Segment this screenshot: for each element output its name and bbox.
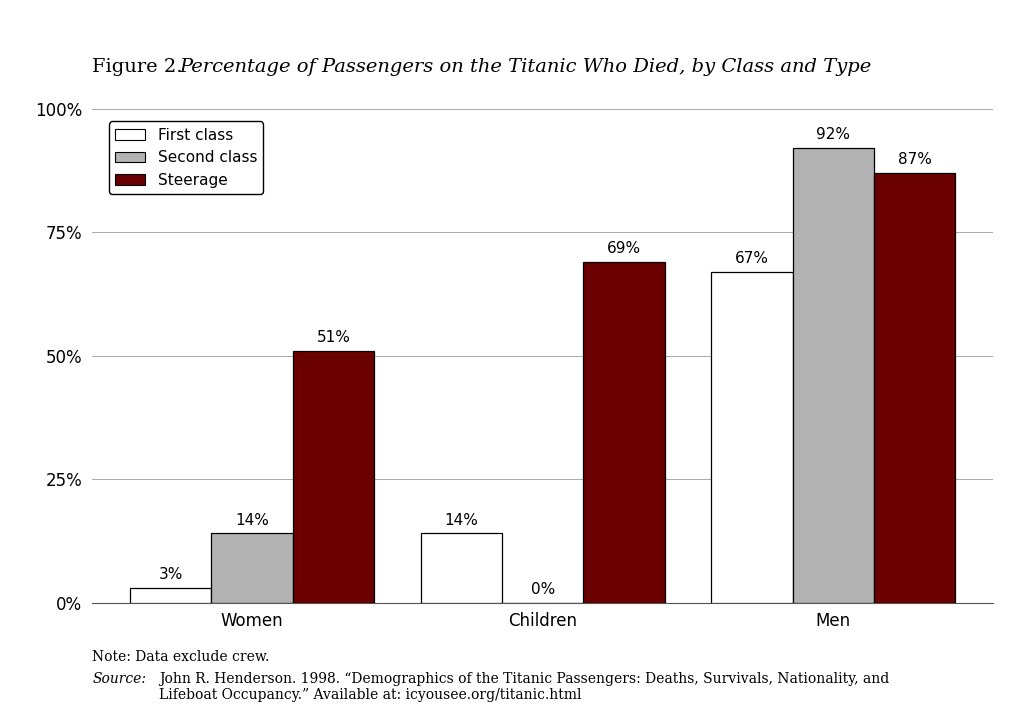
Text: 69%: 69%: [607, 241, 641, 256]
Text: 14%: 14%: [236, 513, 269, 528]
Text: 14%: 14%: [444, 513, 478, 528]
Bar: [584, 262, 665, 603]
Text: 3%: 3%: [159, 567, 183, 582]
Bar: [874, 173, 955, 603]
Text: Percentage of Passengers on the Titanic Who Died, by Class and Type: Percentage of Passengers on the Titanic …: [179, 58, 871, 76]
Bar: [793, 148, 874, 603]
Text: John R. Henderson. 1998. “Demographics of the Titanic Passengers: Deaths, Surviv: John R. Henderson. 1998. “Demographics o…: [159, 672, 889, 702]
Bar: [421, 534, 502, 603]
Bar: [712, 272, 793, 603]
Text: 0%: 0%: [530, 582, 555, 597]
Text: Note: Data exclude crew.: Note: Data exclude crew.: [92, 650, 269, 664]
Bar: [211, 534, 293, 603]
Legend: First class, Second class, Steerage: First class, Second class, Steerage: [109, 121, 263, 194]
Text: Source:: Source:: [92, 672, 146, 685]
Text: 51%: 51%: [316, 330, 350, 345]
Text: 87%: 87%: [898, 152, 932, 167]
Text: 67%: 67%: [735, 251, 769, 266]
Text: 92%: 92%: [816, 128, 850, 142]
Bar: [130, 588, 211, 603]
Text: Figure 2.: Figure 2.: [92, 58, 188, 76]
Bar: [293, 351, 374, 603]
